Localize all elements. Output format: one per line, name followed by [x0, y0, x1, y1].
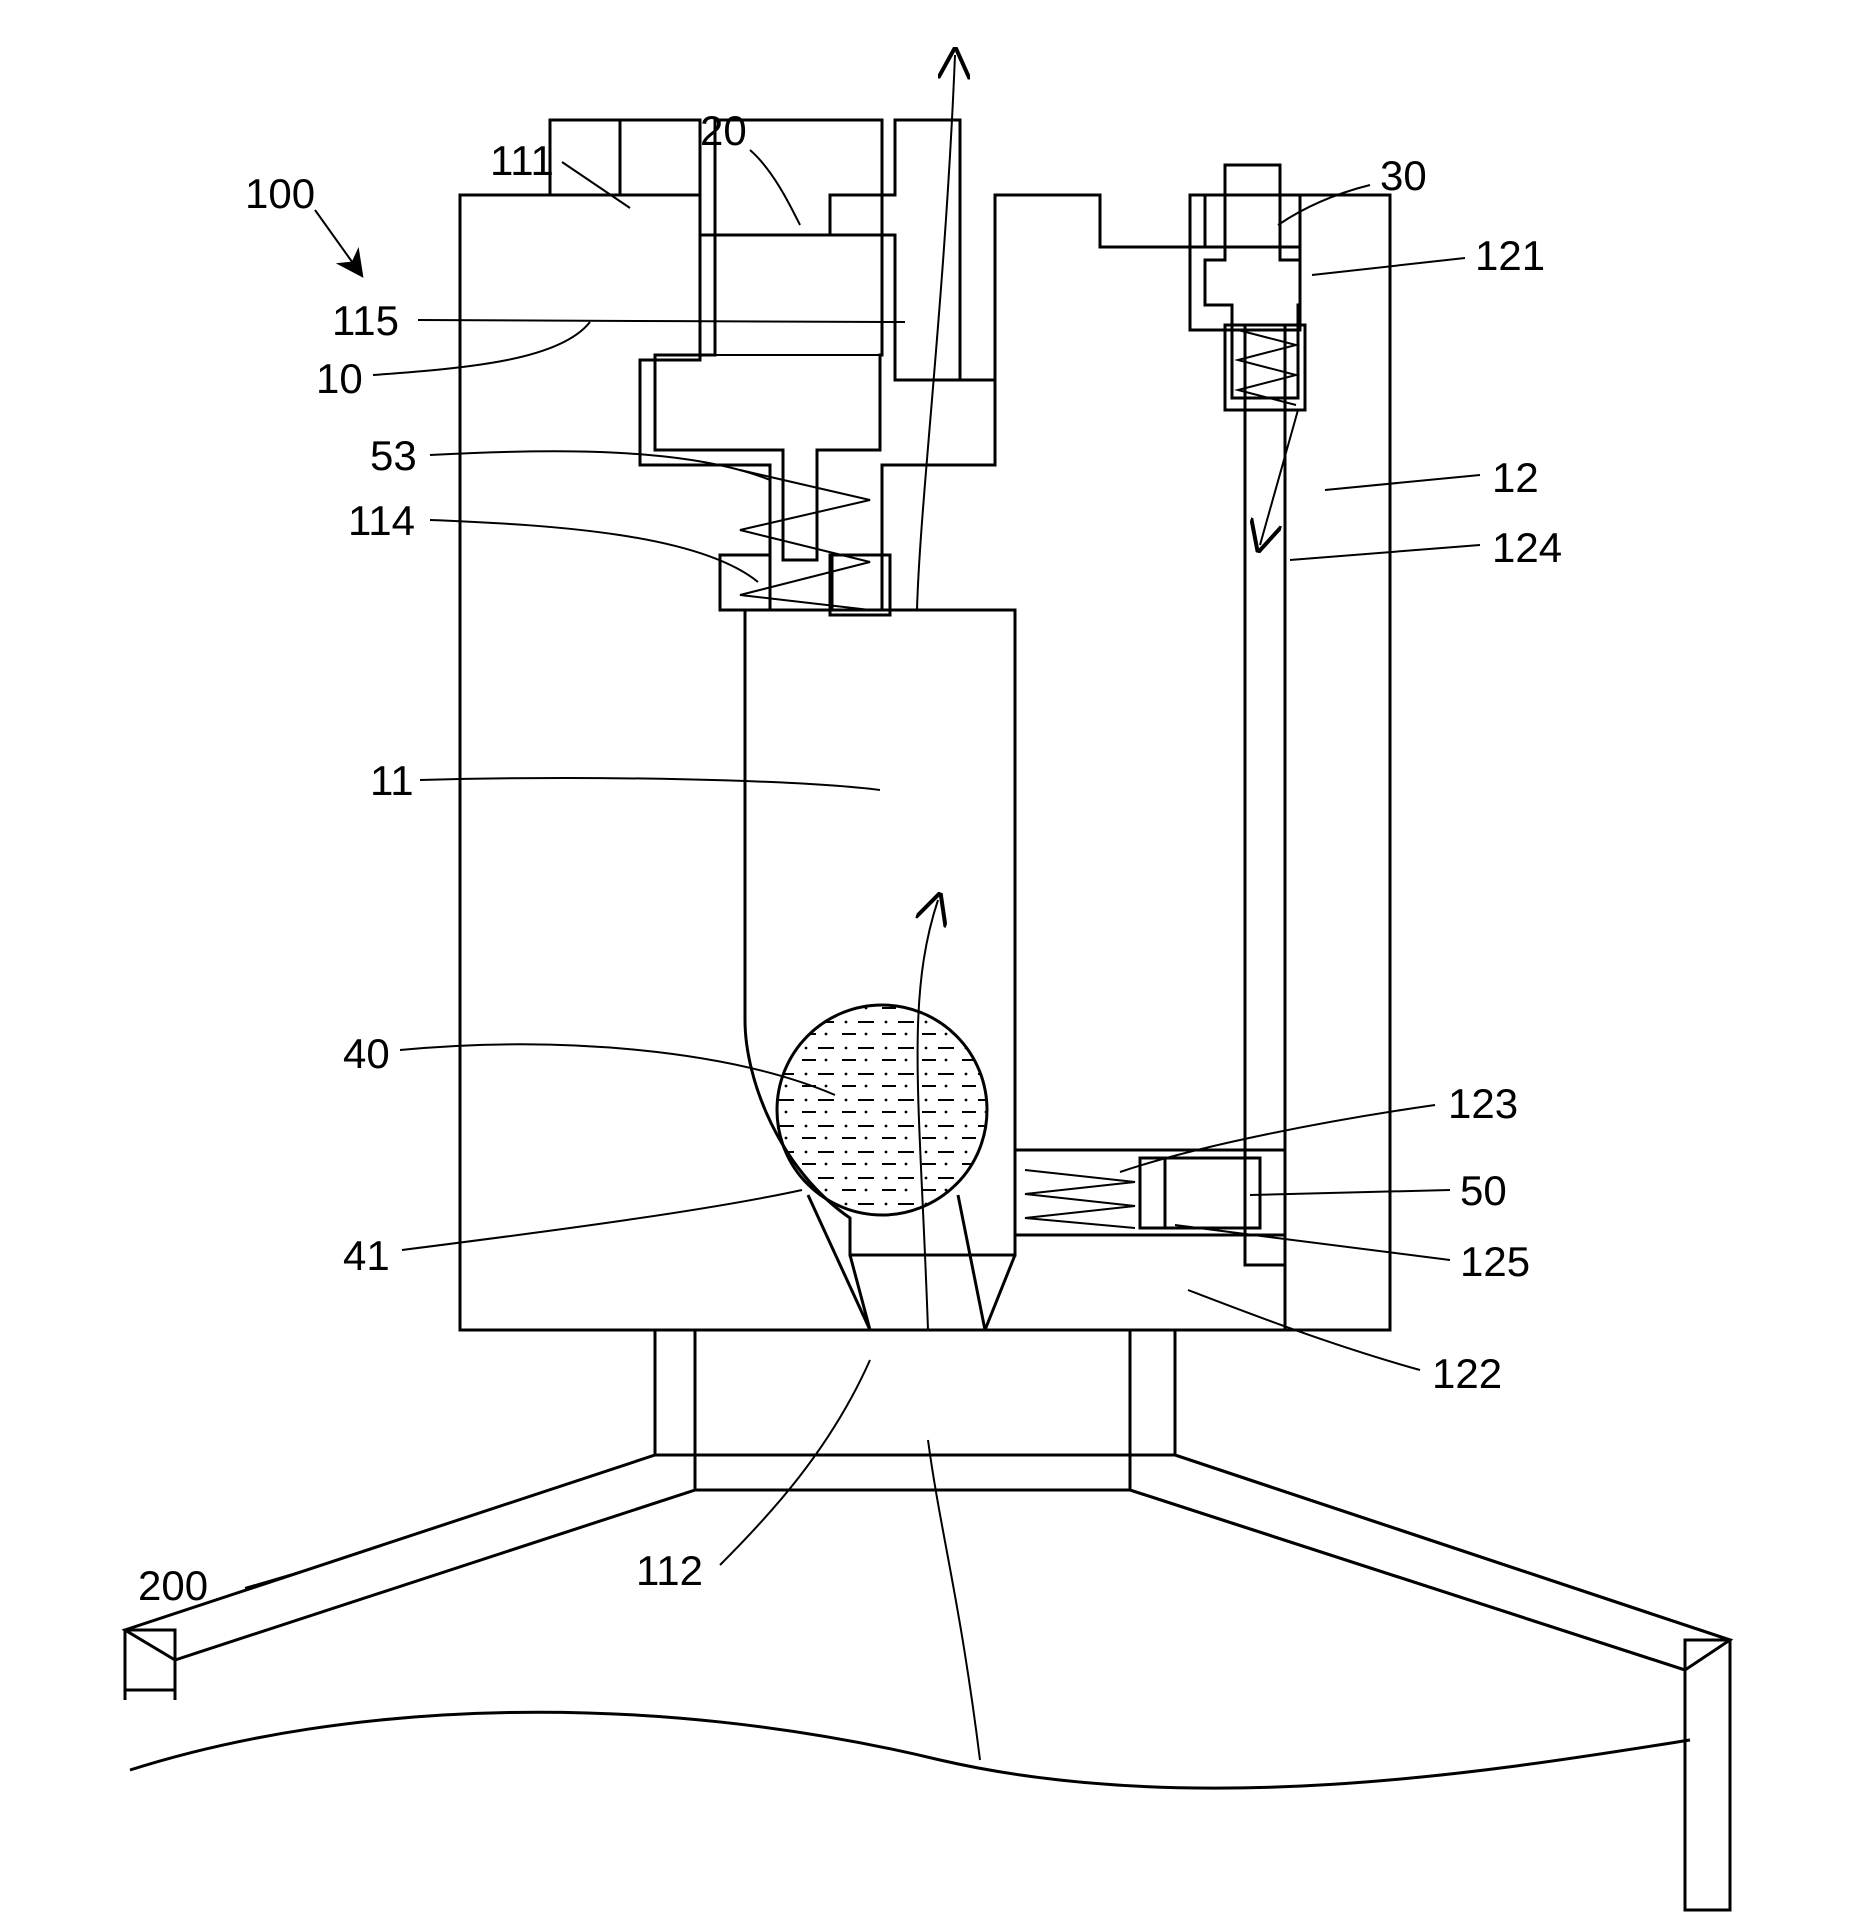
label-20: 20 — [700, 107, 747, 154]
label-10: 10 — [316, 355, 363, 402]
label-114: 114 — [348, 497, 415, 544]
label-12: 12 — [1492, 454, 1539, 501]
label-123: 123 — [1448, 1080, 1518, 1127]
label-11: 11 — [370, 757, 414, 804]
label-124: 124 — [1492, 524, 1562, 571]
label-111: 111 — [490, 137, 554, 184]
label-41: 41 — [343, 1232, 390, 1279]
label-40: 40 — [343, 1030, 390, 1077]
label-100: 100 — [245, 170, 315, 217]
label-125: 125 — [1460, 1238, 1530, 1285]
label-115: 115 — [332, 297, 399, 344]
label-122: 122 — [1432, 1350, 1502, 1397]
label-30: 30 — [1380, 152, 1427, 199]
label-50: 50 — [1460, 1167, 1507, 1214]
label-200: 200 — [138, 1562, 208, 1609]
label-112: 112 — [636, 1547, 703, 1594]
label-121: 121 — [1475, 232, 1545, 279]
label-53: 53 — [370, 432, 417, 479]
